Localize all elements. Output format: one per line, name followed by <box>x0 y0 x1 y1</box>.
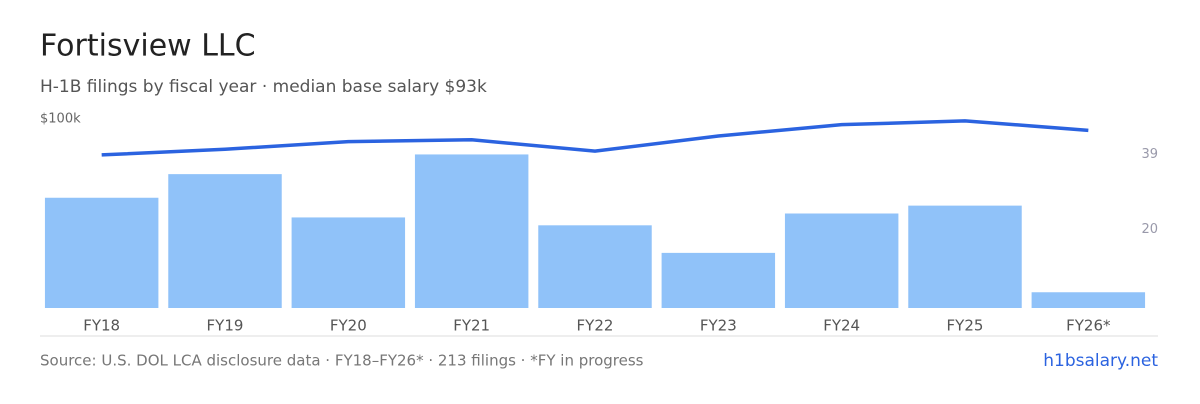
source: Source: U.S. DOL LCA disclosure data · F… <box>40 352 644 370</box>
x-tick-label: FY18 <box>83 317 120 335</box>
y-tick-label: $100k <box>40 112 81 127</box>
bar <box>168 174 282 308</box>
x-tick-label: FY25 <box>947 317 984 335</box>
x-tick-label: FY21 <box>453 317 490 335</box>
bar <box>661 252 776 308</box>
y2-tick-label: 39 <box>1141 147 1158 162</box>
x-tick-label: FY22 <box>577 317 614 335</box>
bar <box>44 197 159 308</box>
bar <box>784 213 899 308</box>
brand-link[interactable]: h1bsalary.net <box>1043 351 1158 371</box>
subtitle: H-1B filings by fiscal year · median bas… <box>40 77 487 97</box>
x-tick-label: FY26* <box>1066 317 1111 335</box>
bar <box>414 154 529 308</box>
x-tick-label: FY20 <box>330 317 367 335</box>
y2-tick-label: 20 <box>1141 222 1158 237</box>
bar <box>908 205 1022 308</box>
line <box>101 119 1089 157</box>
title: Fortisview LLC <box>40 29 256 64</box>
x-tick-label: FY19 <box>207 317 244 335</box>
x-tick-label: FY23 <box>700 317 737 335</box>
x-tick-label: FY24 <box>823 317 860 335</box>
bar <box>538 225 652 308</box>
bar <box>291 217 406 308</box>
bar <box>1031 292 1146 308</box>
